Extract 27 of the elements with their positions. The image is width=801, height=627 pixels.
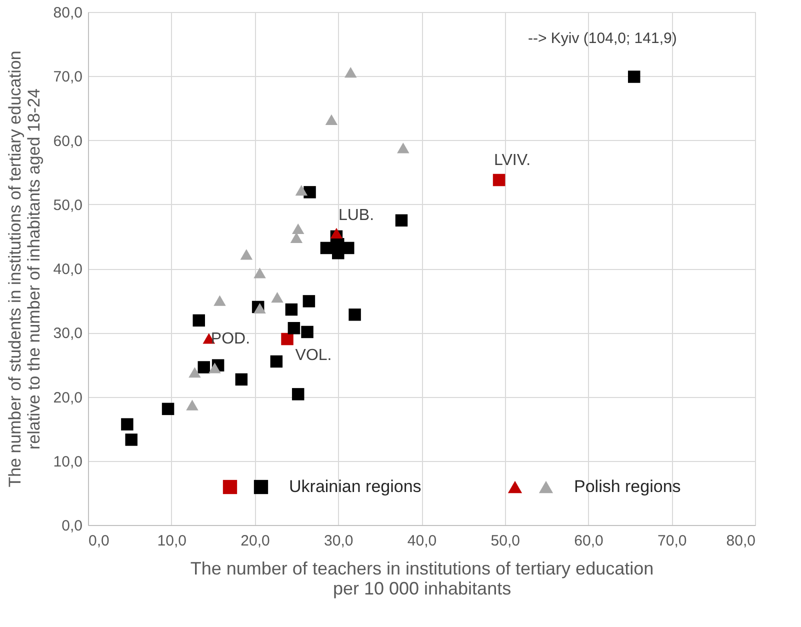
x-tick-label: 30,0 (324, 532, 354, 550)
x-tick-label: 70,0 (658, 532, 687, 550)
y-tick-label: 10,0 (53, 453, 82, 470)
x-tick-label: 0,0 (88, 532, 110, 550)
x-axis-title: The number of teachers in institutions of tertiary education per 10 000 inhabitants (190, 558, 654, 598)
annotation: POD. (210, 330, 250, 348)
annotation: LVIV. (494, 152, 531, 170)
legend-label: Polish regions (574, 477, 681, 496)
x-tick-label: 40,0 (407, 532, 437, 550)
y-tick-label: 50,0 (53, 196, 82, 214)
y-tick-label: 40,0 (53, 261, 82, 278)
annotation: LUB. (338, 207, 374, 224)
x-tick-label: 80,0 (726, 532, 756, 550)
y-axis-title: The number of students in institutions of tertiary education relative to the number of inhabitants aged 18-24 (5, 50, 44, 488)
y-tick-label: 0,0 (62, 518, 82, 534)
y-tick-label: 20,0 (53, 389, 82, 406)
x-tick-label: 20,0 (240, 532, 270, 550)
y-tick-label: 80,0 (53, 4, 82, 22)
annotation: VOL. (295, 347, 332, 364)
x-tick-label: 60,0 (574, 532, 604, 550)
y-tick-label: 70,0 (53, 68, 82, 86)
y-tick-label: 30,0 (53, 325, 82, 342)
x-tick-label: 10,0 (157, 532, 186, 550)
annotation: --> Kyiv (104,0; 141,9) (528, 30, 677, 47)
x-tick-label: 50,0 (490, 532, 520, 550)
y-tick-label: 60,0 (53, 132, 82, 150)
legend-label: Ukrainian regions (289, 477, 422, 496)
